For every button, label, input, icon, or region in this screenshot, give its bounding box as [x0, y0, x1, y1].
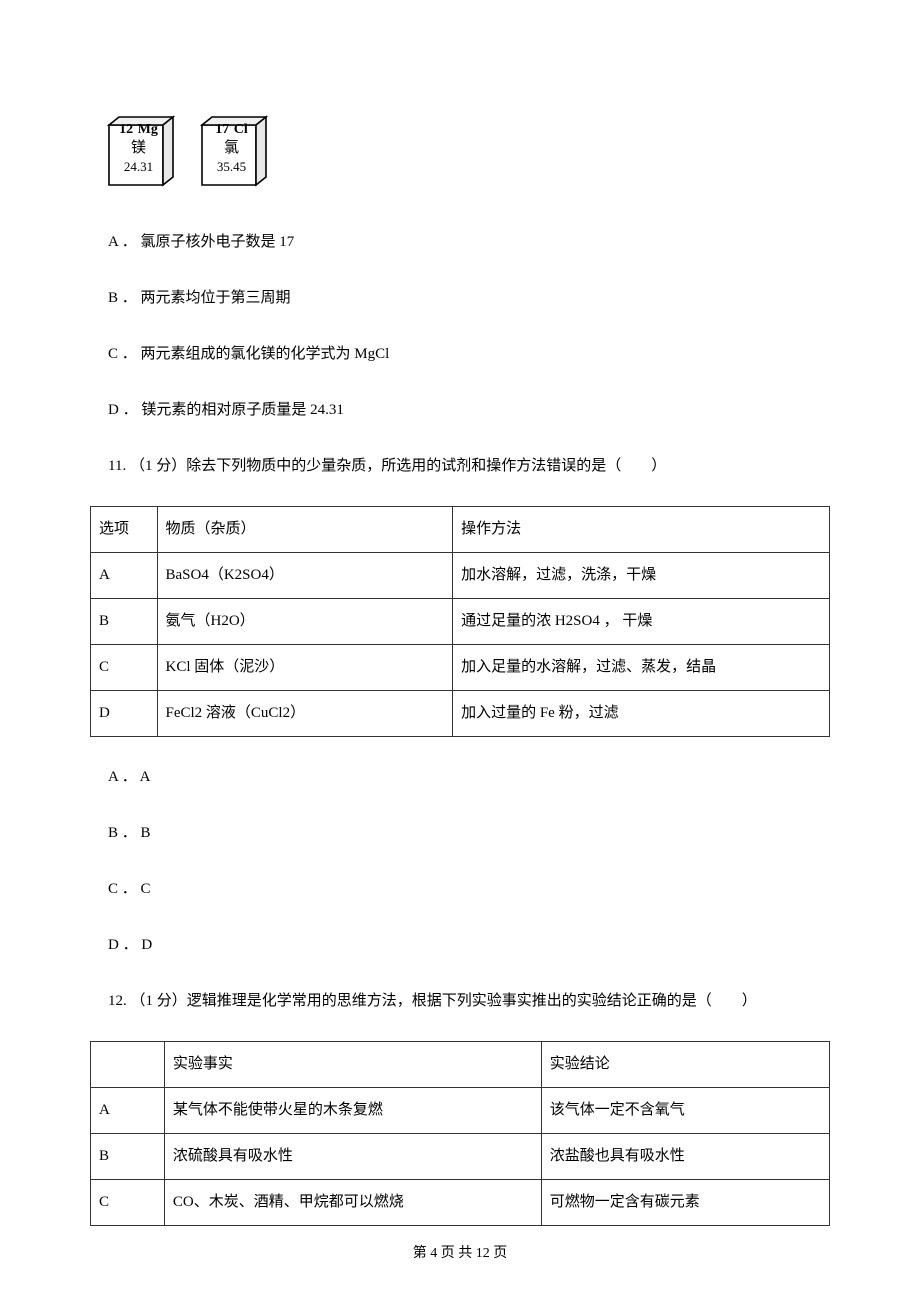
table-row: C KCl 固体（泥沙） 加入足量的水溶解，过滤、蒸发，结晶 — [91, 645, 830, 691]
tile-text: 17 Cl 氯 35.45 — [208, 121, 255, 176]
question-12: 12. （1 分）逻辑推理是化学常用的思维方法，根据下列实验事实推出的实验结论正… — [108, 989, 830, 1013]
cell: B — [91, 1134, 165, 1180]
cell: 浓硫酸具有吸水性 — [164, 1134, 541, 1180]
option-d: D ． D — [108, 933, 830, 957]
cell: 通过足量的浓 H2SO4 ， 干燥 — [453, 599, 830, 645]
cell: BaSO4（K2SO4） — [157, 553, 453, 599]
table-row: B 浓硫酸具有吸水性 浓盐酸也具有吸水性 — [91, 1134, 830, 1180]
cell: CO、木炭、酒精、甲烷都可以燃烧 — [164, 1180, 541, 1226]
cell-header: 实验结论 — [541, 1042, 829, 1088]
table-row: D FeCl2 溶液（CuCl2） 加入过量的 Fe 粉，过滤 — [91, 691, 830, 737]
cell-header — [91, 1042, 165, 1088]
table-q12: 实验事实 实验结论 A 某气体不能使带火星的木条复燃 该气体一定不含氧气 B 浓… — [90, 1041, 830, 1226]
element-symbol: Mg — [138, 122, 158, 137]
cell: 加水溶解，过滤，洗涤，干燥 — [453, 553, 830, 599]
atomic-number: 17 — [215, 122, 229, 137]
cell: 某气体不能使带火星的木条复燃 — [164, 1088, 541, 1134]
option-a: A ． 氯原子核外电子数是 17 — [108, 230, 830, 254]
element-name: 氯 — [208, 139, 255, 159]
option-b: B ． B — [108, 821, 830, 845]
tile-text: 12 Mg 镁 24.31 — [115, 121, 162, 176]
option-d: D ． 镁元素的相对原子质量是 24.31 — [108, 398, 830, 422]
option-b: B ． 两元素均位于第三周期 — [108, 286, 830, 310]
cell: 加入足量的水溶解，过滤、蒸发，结晶 — [453, 645, 830, 691]
cell: 氨气（H2O） — [157, 599, 453, 645]
table-row: A BaSO4（K2SO4） 加水溶解，过滤，洗涤，干燥 — [91, 553, 830, 599]
table-q11: 选项 物质（杂质） 操作方法 A BaSO4（K2SO4） 加水溶解，过滤，洗涤… — [90, 506, 830, 737]
cell: 可燃物一定含有碳元素 — [541, 1180, 829, 1226]
cell: A — [91, 1088, 165, 1134]
table-row: A 某气体不能使带火星的木条复燃 该气体一定不含氧气 — [91, 1088, 830, 1134]
cell-header: 实验事实 — [164, 1042, 541, 1088]
option-a: A ． A — [108, 765, 830, 789]
option-c: C ． 两元素组成的氯化镁的化学式为 MgCl — [108, 342, 830, 366]
cell-header: 选项 — [91, 507, 158, 553]
cell: 浓盐酸也具有吸水性 — [541, 1134, 829, 1180]
atomic-number: 12 — [119, 122, 133, 137]
cell: FeCl2 溶液（CuCl2） — [157, 691, 453, 737]
tile-cl: 17 Cl 氯 35.45 — [198, 115, 273, 190]
table-row: C CO、木炭、酒精、甲烷都可以燃烧 可燃物一定含有碳元素 — [91, 1180, 830, 1226]
cell: D — [91, 691, 158, 737]
tile-mg: 12 Mg 镁 24.31 — [105, 115, 180, 190]
table-row: 实验事实 实验结论 — [91, 1042, 830, 1088]
cell: 加入过量的 Fe 粉，过滤 — [453, 691, 830, 737]
cell-header: 操作方法 — [453, 507, 830, 553]
cell: 该气体一定不含氧气 — [541, 1088, 829, 1134]
element-symbol: Cl — [234, 122, 248, 137]
atomic-mass: 24.31 — [115, 159, 162, 176]
atomic-mass: 35.45 — [208, 159, 255, 176]
table-row: B 氨气（H2O） 通过足量的浓 H2SO4 ， 干燥 — [91, 599, 830, 645]
element-name: 镁 — [115, 139, 162, 159]
cell: A — [91, 553, 158, 599]
page-footer: 第 4 页 共 12 页 — [0, 1242, 920, 1262]
cell-header: 物质（杂质） — [157, 507, 453, 553]
question-11: 11. （1 分）除去下列物质中的少量杂质，所选用的试剂和操作方法错误的是（ ） — [108, 454, 830, 478]
cell: C — [91, 1180, 165, 1226]
option-c: C ． C — [108, 877, 830, 901]
element-tiles: 12 Mg 镁 24.31 17 Cl 氯 35.45 — [105, 115, 830, 190]
cell: KCl 固体（泥沙） — [157, 645, 453, 691]
table-row: 选项 物质（杂质） 操作方法 — [91, 507, 830, 553]
cell: B — [91, 599, 158, 645]
cell: C — [91, 645, 158, 691]
